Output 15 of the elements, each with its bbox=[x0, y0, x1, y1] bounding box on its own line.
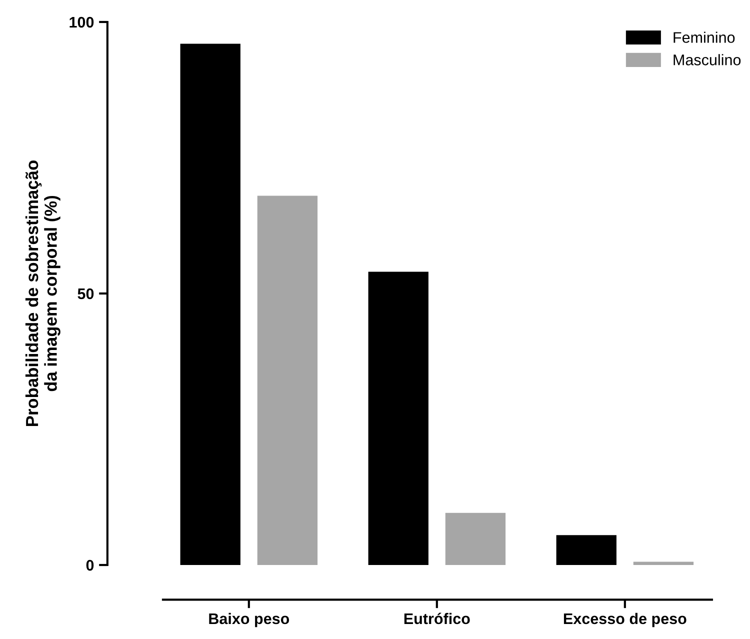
y-tick-label: 50 bbox=[78, 288, 94, 300]
legend-label: Masculino bbox=[674, 54, 741, 66]
y-tick-label: 100 bbox=[70, 16, 94, 28]
legend-label: Feminino bbox=[674, 32, 735, 43]
bar bbox=[556, 535, 616, 566]
x-tick-label: Excesso de peso bbox=[564, 612, 686, 628]
x-tick-label: Baixo peso bbox=[209, 612, 290, 628]
bar bbox=[257, 196, 318, 566]
bar bbox=[445, 512, 506, 566]
y-axis-title: Probabilidade de sobrestimação da imagem corporal (%) bbox=[25, 160, 60, 426]
bar bbox=[368, 272, 428, 566]
bar bbox=[180, 44, 240, 566]
bar bbox=[633, 562, 694, 566]
y-tick-label: 0 bbox=[86, 560, 94, 571]
x-tick-label: Eutrófico bbox=[404, 612, 470, 624]
